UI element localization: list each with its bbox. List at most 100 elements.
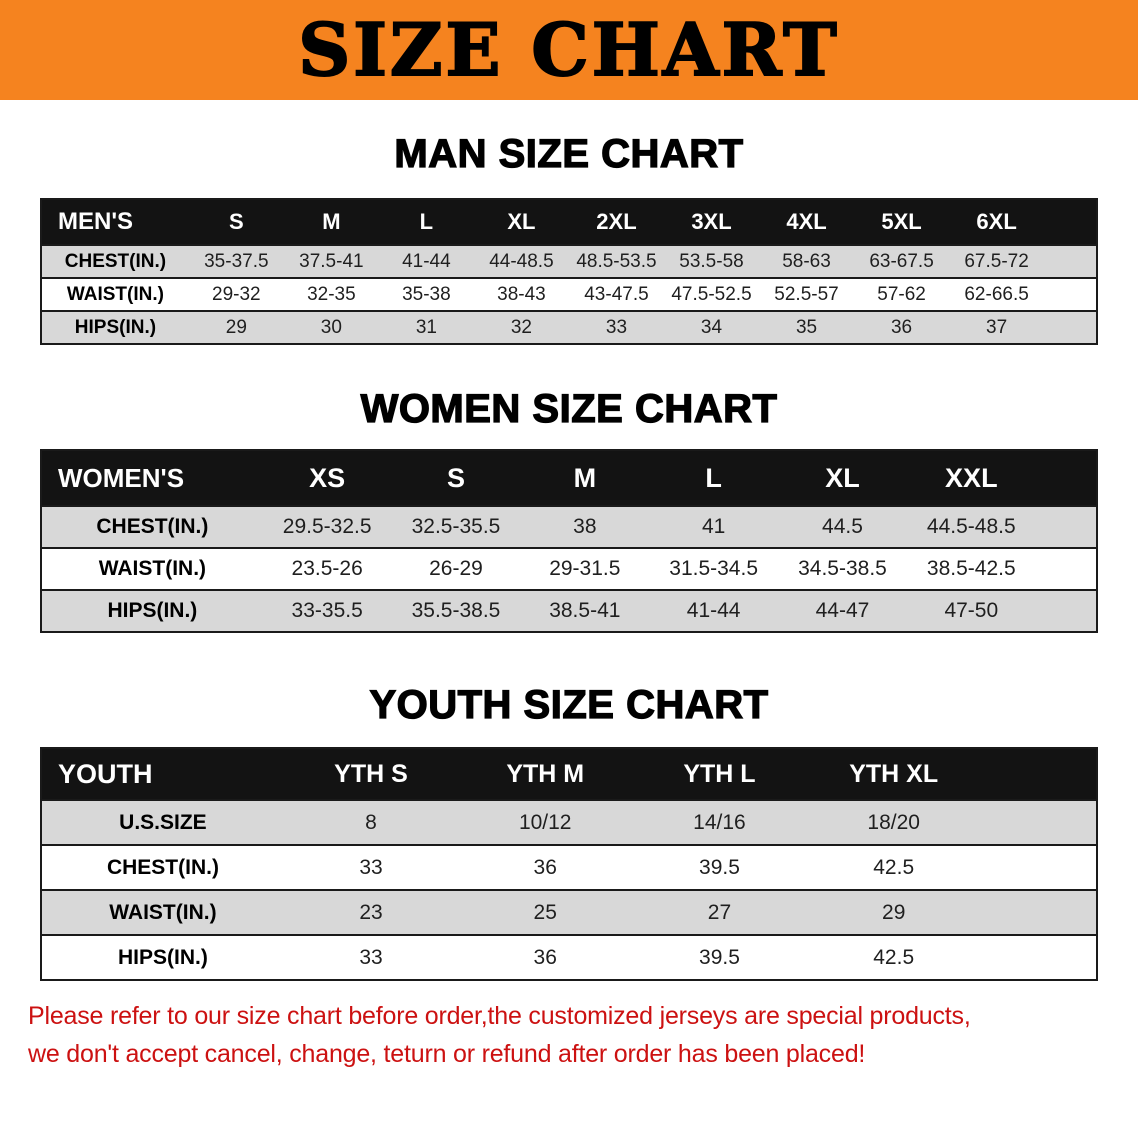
spacer-cell <box>1036 450 1097 506</box>
value-cell: 53.5-58 <box>663 244 760 278</box>
value-cell: 38 <box>520 505 650 548</box>
row-label: CHEST(IN.) <box>41 505 263 548</box>
value-cell: 23 <box>283 889 459 935</box>
women-header-row: WOMEN'S XS S M L XL XXL <box>41 450 1097 506</box>
value-cell: 38-43 <box>473 277 569 311</box>
column-header: YOUTH <box>58 758 153 789</box>
value-cell: 29.5-32.5 <box>262 505 392 548</box>
spacer-cell <box>1035 589 1097 632</box>
row-label: CHEST(IN.) <box>41 244 189 278</box>
row-label: WAIST(IN.) <box>41 277 189 311</box>
column-header: XXL <box>945 462 998 493</box>
value-cell: 34 <box>663 310 760 344</box>
value-cell: 52.5-57 <box>759 277 855 311</box>
row-label: WAIST(IN.) <box>41 889 284 935</box>
value-cell: 48.5-53.5 <box>568 244 664 278</box>
value-cell: 26-29 <box>391 547 521 590</box>
column-header: XL <box>825 462 860 493</box>
value-cell: 30 <box>283 310 379 344</box>
women-heading: WOMEN SIZE CHART <box>360 386 778 431</box>
value-cell: 35-38 <box>378 277 474 311</box>
spacer-cell <box>1035 505 1097 548</box>
spacer-cell <box>1044 310 1097 344</box>
value-cell: 25 <box>458 889 633 935</box>
spacer-cell <box>1044 199 1097 245</box>
value-cell: 29 <box>806 889 981 935</box>
value-cell: 36 <box>458 844 633 890</box>
women-size-table: WOMEN'S XS S M L XL XXL CHEST(IN.) 29.5-… <box>40 449 1098 633</box>
men-section: MAN SIZE CHART MEN'S S M L XL 2XL 3XL 4X… <box>0 130 1138 345</box>
value-cell: 38.5-42.5 <box>906 547 1036 590</box>
table-row: CHEST(IN.) 33 36 39.5 42.5 <box>41 844 1097 890</box>
value-cell: 31 <box>378 310 474 344</box>
value-cell: 36 <box>854 310 950 344</box>
column-header: 2XL <box>596 209 637 234</box>
table-row: WAIST(IN.) 23 25 27 29 <box>41 889 1097 935</box>
value-cell: 29-32 <box>188 277 284 311</box>
youth-size-table: YOUTH YTH S YTH M YTH L YTH XL U.S.SIZE … <box>40 747 1098 981</box>
column-header: YTH S <box>334 759 408 788</box>
spacer-cell <box>1044 244 1097 278</box>
column-header: L <box>419 209 434 234</box>
disclaimer-line-1: Please refer to our size chart before or… <box>28 1002 971 1030</box>
value-cell: 42.5 <box>806 934 981 980</box>
column-header: 5XL <box>881 209 922 234</box>
value-cell: 37.5-41 <box>283 244 379 278</box>
youth-header-row: YOUTH YTH S YTH M YTH L YTH XL <box>41 748 1097 800</box>
men-heading: MAN SIZE CHART <box>394 131 744 176</box>
row-label: HIPS(IN.) <box>41 934 284 980</box>
value-cell: 14/16 <box>632 799 807 845</box>
spacer-cell <box>980 844 1097 890</box>
column-header: S <box>229 209 244 234</box>
value-cell: 41-44 <box>378 244 474 278</box>
value-cell: 33 <box>568 310 664 344</box>
value-cell: 23.5-26 <box>262 547 392 590</box>
value-cell: 42.5 <box>806 844 981 890</box>
value-cell: 34.5-38.5 <box>778 547 907 590</box>
value-cell: 18/20 <box>806 799 981 845</box>
column-header: 3XL <box>691 209 732 234</box>
column-header: WOMEN'S <box>58 462 185 493</box>
table-row: WAIST(IN.) 23.5-26 26-29 29-31.5 31.5-34… <box>41 547 1097 590</box>
table-row: HIPS(IN.) 33 36 39.5 42.5 <box>41 934 1097 980</box>
disclaimer-line-2: we don't accept cancel, change, teturn o… <box>28 1040 866 1068</box>
value-cell: 47.5-52.5 <box>663 277 760 311</box>
value-cell: 57-62 <box>854 277 950 311</box>
column-header: MEN'S <box>58 208 134 235</box>
value-cell: 29 <box>188 310 284 344</box>
column-header: 4XL <box>786 209 827 234</box>
value-cell: 39.5 <box>632 934 807 980</box>
spacer-cell <box>981 748 1097 800</box>
value-cell: 37 <box>949 310 1045 344</box>
column-header: XS <box>309 462 346 493</box>
value-cell: 8 <box>283 799 459 845</box>
value-cell: 35-37.5 <box>188 244 284 278</box>
youth-heading: YOUTH SIZE CHART <box>369 682 769 727</box>
column-header: 6XL <box>976 209 1017 234</box>
spacer-cell <box>1044 277 1097 311</box>
women-section: WOMEN SIZE CHART WOMEN'S XS S M L XL XXL <box>0 385 1138 633</box>
column-header: YTH L <box>683 759 756 788</box>
table-row: WAIST(IN.) 29-32 32-35 35-38 38-43 43-47… <box>41 277 1097 311</box>
value-cell: 35 <box>759 310 855 344</box>
value-cell: 33 <box>283 844 459 890</box>
column-header: YTH M <box>506 759 585 788</box>
title-banner: SIZE CHART <box>0 0 1138 100</box>
row-label: WAIST(IN.) <box>41 547 263 590</box>
value-cell: 67.5-72 <box>949 244 1045 278</box>
value-cell: 62-66.5 <box>949 277 1045 311</box>
value-cell: 31.5-34.5 <box>649 547 779 590</box>
spacer-cell <box>1035 547 1097 590</box>
value-cell: 35.5-38.5 <box>391 589 521 632</box>
value-cell: 10/12 <box>458 799 633 845</box>
page-title: SIZE CHART <box>297 7 840 92</box>
column-header: L <box>705 462 722 493</box>
table-row: U.S.SIZE 8 10/12 14/16 18/20 <box>41 799 1097 845</box>
row-label: CHEST(IN.) <box>41 844 284 890</box>
spacer-cell <box>980 799 1097 845</box>
value-cell: 29-31.5 <box>520 547 650 590</box>
value-cell: 63-67.5 <box>854 244 950 278</box>
value-cell: 39.5 <box>632 844 807 890</box>
spacer-cell <box>980 934 1097 980</box>
value-cell: 36 <box>458 934 633 980</box>
